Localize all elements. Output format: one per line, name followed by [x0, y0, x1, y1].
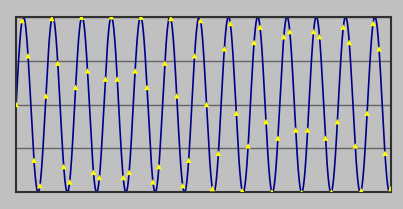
Point — [280, 35, 287, 38]
Point — [66, 180, 73, 184]
Point — [84, 69, 91, 73]
Point — [227, 22, 233, 25]
Point — [352, 144, 358, 148]
Point — [96, 176, 103, 179]
Point — [334, 120, 341, 123]
Point — [132, 69, 138, 73]
Point — [162, 61, 168, 65]
Point — [382, 152, 388, 155]
Point — [358, 189, 364, 192]
Point — [108, 15, 114, 18]
Point — [90, 171, 97, 174]
Point — [263, 120, 269, 123]
Point — [299, 191, 305, 194]
Point — [114, 77, 120, 81]
Point — [144, 86, 150, 89]
Point — [185, 158, 192, 162]
Point — [126, 171, 132, 174]
Point — [370, 22, 376, 25]
Point — [37, 184, 43, 187]
Point — [221, 47, 228, 51]
Point — [209, 187, 216, 190]
Point — [251, 41, 257, 44]
Point — [233, 111, 239, 115]
Point — [269, 190, 275, 194]
Point — [376, 47, 382, 51]
Point — [43, 94, 49, 98]
Point — [73, 86, 79, 89]
Point — [340, 25, 347, 29]
Point — [179, 184, 186, 187]
Point — [215, 152, 222, 155]
Point — [78, 15, 85, 19]
Point — [150, 180, 156, 184]
Point — [156, 165, 162, 168]
Point — [293, 128, 299, 132]
Point — [102, 77, 108, 81]
Point — [25, 54, 31, 57]
Point — [120, 176, 127, 179]
Point — [60, 165, 67, 168]
Point — [203, 103, 210, 106]
Point — [322, 136, 329, 140]
Point — [304, 128, 311, 132]
Point — [310, 30, 317, 33]
Point — [168, 17, 174, 20]
Point — [54, 61, 61, 65]
Point — [275, 136, 281, 140]
Point — [346, 41, 353, 44]
Point — [316, 35, 323, 38]
Point — [364, 111, 370, 115]
Point — [245, 144, 251, 148]
Point — [388, 187, 394, 190]
Point — [239, 189, 245, 192]
Point — [287, 30, 293, 33]
Point — [191, 54, 198, 57]
Point — [257, 25, 263, 29]
Point — [174, 94, 180, 98]
Point — [197, 19, 204, 22]
Point — [31, 158, 37, 162]
Point — [138, 15, 144, 19]
Point — [13, 103, 19, 106]
Point — [49, 17, 55, 20]
Point — [328, 190, 334, 194]
Point — [19, 19, 25, 22]
